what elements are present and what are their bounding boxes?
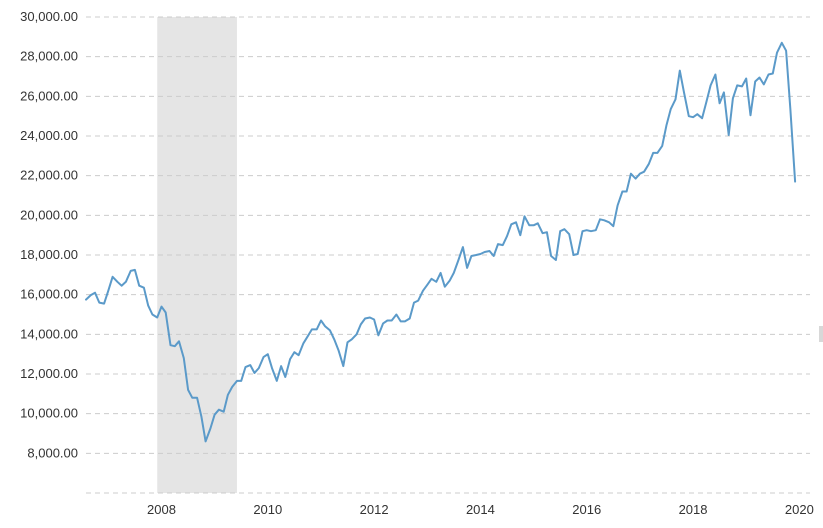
- x-tick-label: 2010: [253, 502, 282, 517]
- y-tick-label: 16,000.00: [20, 287, 78, 302]
- x-tick-label: 2020: [785, 502, 814, 517]
- y-tick-label: 8,000.00: [27, 445, 78, 460]
- y-tick-label: 22,000.00: [20, 168, 78, 183]
- gridlines: [86, 16, 810, 494]
- y-tick-label: 12,000.00: [20, 366, 78, 381]
- x-tick-label: 2008: [147, 502, 176, 517]
- x-tick-label: 2014: [466, 502, 495, 517]
- x-axis-ticks: 2008 2010 2012 2014 2016 2018 2020: [147, 502, 814, 517]
- y-tick-label: 30,000.00: [20, 9, 78, 24]
- series: [85, 41, 797, 443]
- y-tick-label: 26,000.00: [20, 88, 78, 103]
- y-tick-label: 20,000.00: [20, 207, 78, 222]
- y-tick-label: 24,000.00: [20, 128, 78, 143]
- x-tick-label: 2016: [572, 502, 601, 517]
- x-tick-label: 2012: [360, 502, 389, 517]
- y-tick-label: 10,000.00: [20, 406, 78, 421]
- y-tick-label: 14,000.00: [20, 326, 78, 341]
- series-line-0: [85, 41, 797, 443]
- scrollbar-handle[interactable]: [819, 326, 823, 342]
- y-tick-label: 18,000.00: [20, 247, 78, 262]
- y-axis-ticks: 8,000.00 10,000.00 12,000.00 14,000.00 16,00…: [20, 9, 78, 460]
- x-tick-label: 2018: [679, 502, 708, 517]
- y-tick-label: 28,000.00: [20, 49, 78, 64]
